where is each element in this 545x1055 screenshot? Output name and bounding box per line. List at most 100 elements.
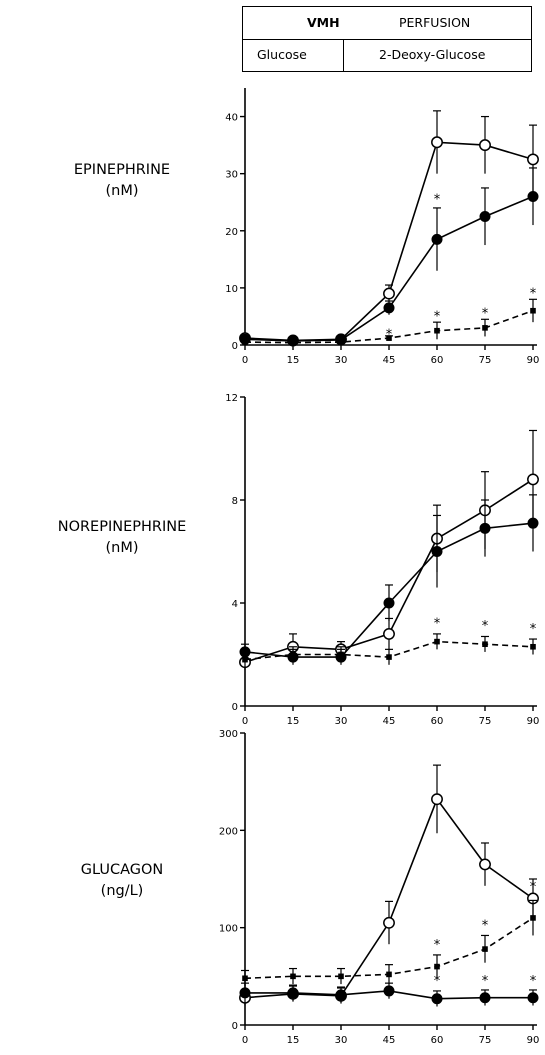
panel3-series-3-point [386, 971, 392, 978]
panel3-x-tick-label: 90 [527, 1035, 540, 1046]
panel2-series-2-point [383, 597, 395, 609]
legend-2dg: 2-Deoxy-Glucose [379, 47, 486, 62]
panel1-x-tick-label: 15 [287, 355, 300, 366]
panel3-series-2-point [431, 993, 443, 1005]
panel1-significance-marker: * [434, 309, 441, 324]
panel1-y-tick-label: 0 [232, 341, 238, 352]
panel3-y-tick-label: 100 [219, 924, 238, 935]
panel1-series-3-point [434, 327, 440, 334]
panel3-x-tick-label: 0 [242, 1035, 248, 1046]
panel2-series-3-point [242, 656, 248, 663]
panel1-x-tick-label: 45 [383, 355, 396, 366]
panel2-series-3-point [338, 651, 344, 658]
panel1-x-tick-label: 30 [335, 355, 348, 366]
panel1-x-tick-label: 0 [242, 355, 248, 366]
glucagon-label: GLUCAGON (ng/L) [32, 860, 212, 902]
panel2-series-1-point [383, 627, 395, 640]
panel2-series-3-point [386, 654, 392, 660]
panel2-x-tick-label: 15 [287, 716, 300, 727]
panel2-series-2-point [527, 517, 539, 529]
panel2-y-tick-label: 12 [225, 393, 238, 404]
panel2-series-3-point [290, 651, 296, 658]
legend-perfusion: PERFUSION [399, 15, 471, 30]
panel1-series-2-point [383, 302, 395, 314]
panel3-series-3-point [338, 973, 344, 980]
legend-header-row: VMH PERFUSION [243, 7, 531, 40]
panel2-series-2-point [431, 546, 443, 557]
panel3-series-2-point [479, 992, 491, 1004]
panel3-x-tick-label: 45 [383, 1035, 396, 1046]
epinephrine-label-unit: (nM) [105, 183, 139, 199]
panel2-y-tick-label: 4 [232, 599, 238, 610]
panel3-y-tick-label: 0 [232, 1021, 238, 1032]
panel1-significance-marker: * [434, 192, 441, 207]
legend-glucose: Glucose [257, 47, 307, 62]
panel2-series-3-point [482, 641, 488, 647]
panel3-series-3-point [530, 915, 536, 921]
panel2-y-tick-label: 0 [232, 702, 238, 713]
panel3-series-2-point [239, 987, 251, 999]
panel2-series-2-point [479, 522, 491, 534]
panel1-series-2-point [479, 211, 491, 222]
panel3-series-1-point [479, 858, 491, 871]
panel3-significance-marker: * [434, 974, 441, 989]
legend-box: VMH PERFUSION Glucose 2-Deoxy-Glucose [242, 6, 532, 72]
panel1-series-3-point [482, 325, 488, 331]
panel2-x-tick-label: 90 [527, 716, 540, 727]
panel2-series-3-point [530, 643, 536, 650]
panel3-x-tick-label: 30 [335, 1035, 348, 1046]
panel1-series-3-point [290, 339, 296, 346]
norepinephrine-label: NOREPINEPHRINE (nM) [2, 517, 242, 559]
panel2-x-tick-label: 60 [431, 716, 444, 727]
panel1-series-1-point [431, 136, 443, 149]
glucagon-label-unit: (ng/L) [100, 883, 144, 899]
panel2-significance-marker: * [530, 622, 537, 637]
panel3-series-2-point [383, 985, 395, 997]
panel1-y-tick-label: 20 [225, 227, 238, 238]
panel3-significance-marker: * [530, 880, 537, 895]
panel3-significance-marker: * [530, 974, 537, 989]
legend-vmh: VMH [307, 15, 340, 30]
epinephrine-label: EPINEPHRINE (nM) [32, 160, 212, 202]
panel1-y-tick-label: 30 [225, 170, 238, 181]
panel1-y-tick-label: 10 [225, 284, 238, 295]
panel3-series-1-point [431, 793, 443, 806]
panel3-series-2-point [287, 987, 299, 999]
panel1-x-tick-label: 60 [431, 355, 444, 366]
norepinephrine-label-name: NOREPINEPHRINE [57, 519, 187, 535]
legend-condition-row: Glucose 2-Deoxy-Glucose [243, 40, 531, 71]
panel3-series-2-point [527, 992, 539, 1004]
panel3-series-2-point [335, 989, 347, 1001]
panel1-series-1-point [527, 153, 539, 166]
panel1-series-1-point [479, 139, 491, 152]
panel2-x-tick-label: 75 [479, 716, 492, 727]
panel2-significance-marker: * [482, 619, 489, 634]
panel3-y-tick-label: 300 [219, 729, 238, 740]
panel3-significance-marker: * [434, 938, 441, 953]
panel1-series-3-point [530, 307, 536, 314]
panel1-significance-marker: * [530, 287, 537, 302]
panel3-x-tick-label: 75 [479, 1035, 492, 1046]
panel1-series-1-point [383, 287, 395, 300]
panel3-series-3-point [434, 963, 440, 970]
panel2-x-tick-label: 45 [383, 716, 396, 727]
epinephrine-label-name: EPINEPHRINE [73, 162, 171, 178]
panel3-series-3-point [482, 946, 488, 952]
panel1-series-3-point [242, 339, 248, 345]
panel3-x-tick-label: 15 [287, 1035, 300, 1046]
panel2-series-3-point [434, 638, 440, 645]
panel3-series-3-point [290, 973, 296, 980]
panel1-x-tick-label: 75 [479, 355, 492, 366]
legend-divider [343, 40, 344, 71]
norepinephrine-label-unit: (nM) [105, 540, 139, 556]
panel1-series-2-point [431, 233, 443, 245]
panel3-x-tick-label: 60 [431, 1035, 444, 1046]
panel1-y-tick-label: 40 [225, 113, 238, 124]
panel2-y-tick-label: 8 [232, 496, 238, 507]
glucagon-label-name: GLUCAGON [80, 862, 164, 878]
panel3-series-1-point [383, 916, 395, 929]
panel1-significance-marker: * [482, 307, 489, 322]
panel3-significance-marker: * [482, 974, 489, 989]
panel1-significance-marker: * [386, 328, 393, 343]
